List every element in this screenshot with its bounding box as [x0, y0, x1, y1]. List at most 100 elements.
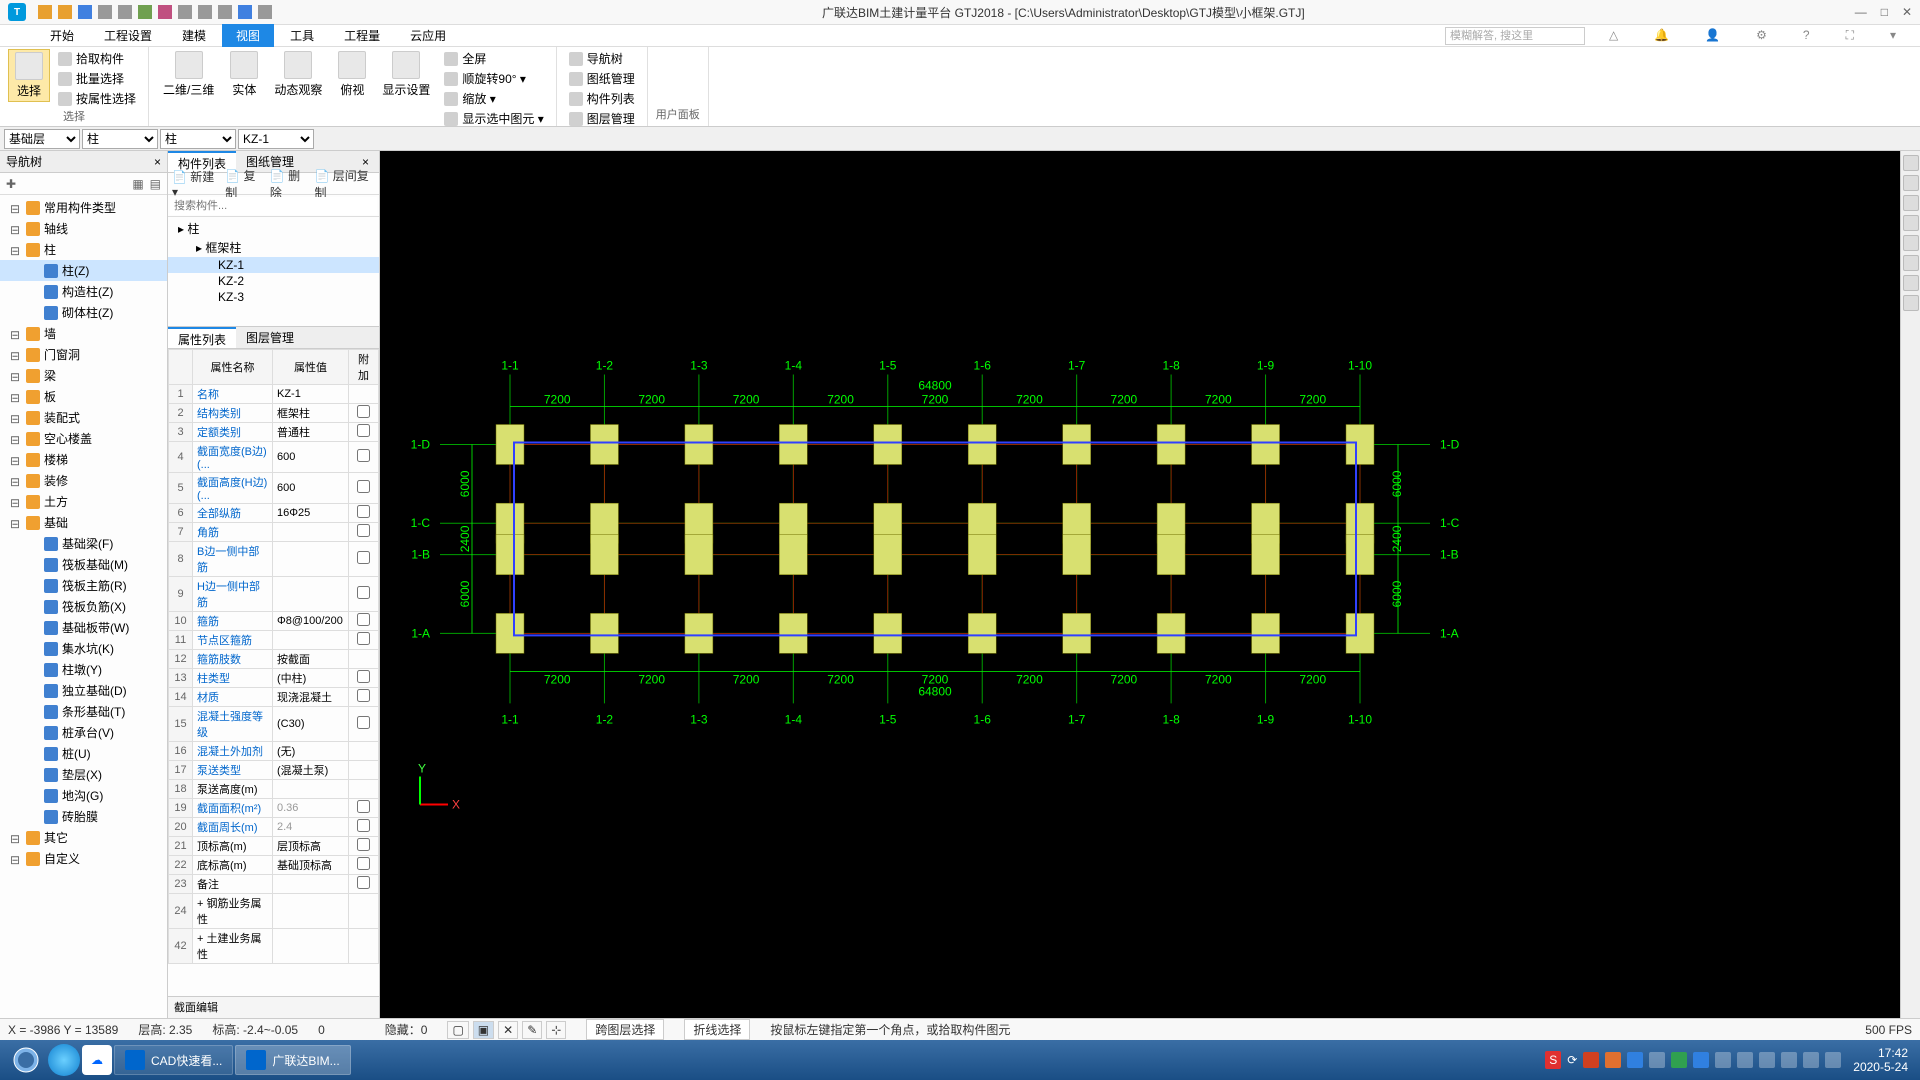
tray-icon[interactable]: S	[1545, 1051, 1561, 1069]
property-row[interactable]: 15混凝土强度等级(C30)	[169, 707, 379, 742]
tree-node[interactable]: 基础板带(W)	[0, 617, 167, 638]
view-tool-icon[interactable]	[1903, 235, 1919, 251]
tray-icon[interactable]	[1737, 1052, 1753, 1068]
property-footer[interactable]: 截面编辑	[168, 996, 379, 1018]
ribbon-button[interactable]: 显示设置	[376, 49, 436, 100]
status-icon[interactable]: ▢	[447, 1021, 468, 1039]
tree-node[interactable]: 集水坑(K)	[0, 638, 167, 659]
qat-icon[interactable]	[158, 5, 172, 19]
qat-icon[interactable]	[138, 5, 152, 19]
close-icon[interactable]: ×	[154, 151, 161, 172]
ribbon-small-button[interactable]: 图层管理	[565, 109, 639, 128]
component-node[interactable]: KZ-1	[168, 257, 379, 273]
status-icon[interactable]: ✎	[522, 1021, 542, 1039]
context-selector[interactable]: 基础层	[4, 129, 80, 149]
ribbon-small-button[interactable]: 拾取构件	[54, 49, 140, 68]
start-button[interactable]	[6, 1044, 46, 1076]
ribbon-small-button[interactable]: 显示选中图元 ▾	[440, 109, 547, 128]
minimize-button[interactable]: —	[1855, 5, 1867, 19]
tree-node[interactable]: ⊟自定义	[0, 848, 167, 869]
component-search-input[interactable]	[170, 197, 377, 215]
ribbon-button[interactable]: 选择	[8, 49, 50, 102]
tree-node[interactable]: 地沟(G)	[0, 785, 167, 806]
menu-icon[interactable]: ?	[1789, 25, 1824, 46]
tree-node[interactable]: 柱墩(Y)	[0, 659, 167, 680]
ribbon-button[interactable]: 俯视	[332, 49, 372, 100]
tree-node[interactable]: ⊟装修	[0, 470, 167, 491]
context-selector[interactable]: 柱	[82, 129, 158, 149]
menu-tab[interactable]: 视图	[222, 24, 274, 47]
property-row[interactable]: 10箍筋Φ8@100/200	[169, 612, 379, 631]
property-row[interactable]: 22底标高(m)基础顶标高	[169, 856, 379, 875]
property-row[interactable]: 20截面周长(m)2.4	[169, 818, 379, 837]
menu-icon[interactable]: ⚙	[1742, 25, 1781, 46]
property-row[interactable]: 23备注	[169, 875, 379, 894]
tree-node[interactable]: ⊟土方	[0, 491, 167, 512]
tray-icon[interactable]	[1759, 1052, 1775, 1068]
ribbon-small-button[interactable]: 图纸管理	[565, 69, 639, 88]
tree-node[interactable]: ⊟墙	[0, 323, 167, 344]
menu-icon[interactable]: ▾	[1876, 25, 1910, 46]
qat-icon[interactable]	[178, 5, 192, 19]
qat-icon[interactable]	[198, 5, 212, 19]
ribbon-small-button[interactable]: 构件列表	[565, 89, 639, 108]
tree-node[interactable]: 基础梁(F)	[0, 533, 167, 554]
tree-node[interactable]: 桩承台(V)	[0, 722, 167, 743]
tree-node[interactable]: ⊟其它	[0, 827, 167, 848]
tree-node[interactable]: 桩(U)	[0, 743, 167, 764]
view-tool-icon[interactable]	[1903, 275, 1919, 291]
tray-icon[interactable]	[1583, 1052, 1599, 1068]
tree-node[interactable]: 砌体柱(Z)	[0, 302, 167, 323]
property-row[interactable]: 7角筋	[169, 523, 379, 542]
menu-icon[interactable]: 🔔	[1640, 25, 1683, 46]
close-button[interactable]: ✕	[1902, 5, 1912, 19]
tree-node[interactable]: ⊟常用构件类型	[0, 197, 167, 218]
tray-icon[interactable]	[1649, 1052, 1665, 1068]
view-tool-icon[interactable]	[1903, 155, 1919, 171]
tool-icon[interactable]: ▤	[150, 177, 161, 191]
tab[interactable]: 属性列表	[168, 327, 236, 348]
qat-icon[interactable]	[238, 5, 252, 19]
component-node[interactable]: KZ-3	[168, 289, 379, 305]
menu-tab[interactable]: 开始	[36, 24, 88, 47]
property-row[interactable]: 2结构类别框架柱	[169, 404, 379, 423]
property-row[interactable]: 19截面面积(m²)0.36	[169, 799, 379, 818]
taskbar-clock[interactable]: 17:42 2020-5-24	[1847, 1046, 1914, 1074]
menu-tab[interactable]: 建模	[168, 24, 220, 47]
status-btn[interactable]: 折线选择	[684, 1019, 750, 1040]
menu-icon[interactable]: △	[1595, 25, 1632, 46]
ribbon-button[interactable]: 动态观察	[268, 49, 328, 100]
ribbon-small-button[interactable]: 缩放 ▾	[440, 89, 547, 108]
property-row[interactable]: 21顶标高(m)层顶标高	[169, 837, 379, 856]
tree-node[interactable]: 独立基础(D)	[0, 680, 167, 701]
property-row[interactable]: 12箍筋肢数按截面	[169, 650, 379, 669]
qat-icon[interactable]	[218, 5, 232, 19]
tree-node[interactable]: ⊟轴线	[0, 218, 167, 239]
property-row[interactable]: 17泵送类型(混凝土泵)	[169, 761, 379, 780]
property-row[interactable]: 3定额类别普通柱	[169, 423, 379, 442]
tree-node[interactable]: ⊟空心楼盖	[0, 428, 167, 449]
property-row[interactable]: 14材质现浇混凝土	[169, 688, 379, 707]
ribbon-small-button[interactable]: 全屏	[440, 49, 547, 68]
tree-node[interactable]: 柱(Z)	[0, 260, 167, 281]
taskbar-pinned-icon[interactable]	[48, 1044, 80, 1076]
tree-node[interactable]: ⊟基础	[0, 512, 167, 533]
menu-icon[interactable]: 👤	[1691, 25, 1734, 46]
ribbon-button[interactable]: 实体	[224, 49, 264, 100]
status-icon[interactable]: ✕	[498, 1021, 518, 1039]
ribbon-small-button[interactable]: 批量选择	[54, 69, 140, 88]
qat-icon[interactable]	[78, 5, 92, 19]
property-row[interactable]: 16混凝土外加剂(无)	[169, 742, 379, 761]
tree-node[interactable]: ⊟柱	[0, 239, 167, 260]
component-node[interactable]: KZ-2	[168, 273, 379, 289]
context-selector[interactable]: 柱	[160, 129, 236, 149]
drawing-canvas[interactable]: 1-11-11-21-21-31-31-41-41-51-51-61-61-71…	[380, 151, 1900, 1018]
status-icon[interactable]: ⊹	[546, 1021, 566, 1039]
ribbon-small-button[interactable]: 导航树	[565, 49, 639, 68]
tree-node[interactable]: 构造柱(Z)	[0, 281, 167, 302]
tree-node[interactable]: ⊟板	[0, 386, 167, 407]
menu-search[interactable]: 模糊解答, 搜这里	[1445, 27, 1585, 45]
ribbon-small-button[interactable]: 按属性选择	[54, 89, 140, 108]
ribbon-small-button[interactable]: 顺旋转90° ▾	[440, 69, 547, 88]
component-node[interactable]: ▸ 框架柱	[168, 238, 379, 257]
